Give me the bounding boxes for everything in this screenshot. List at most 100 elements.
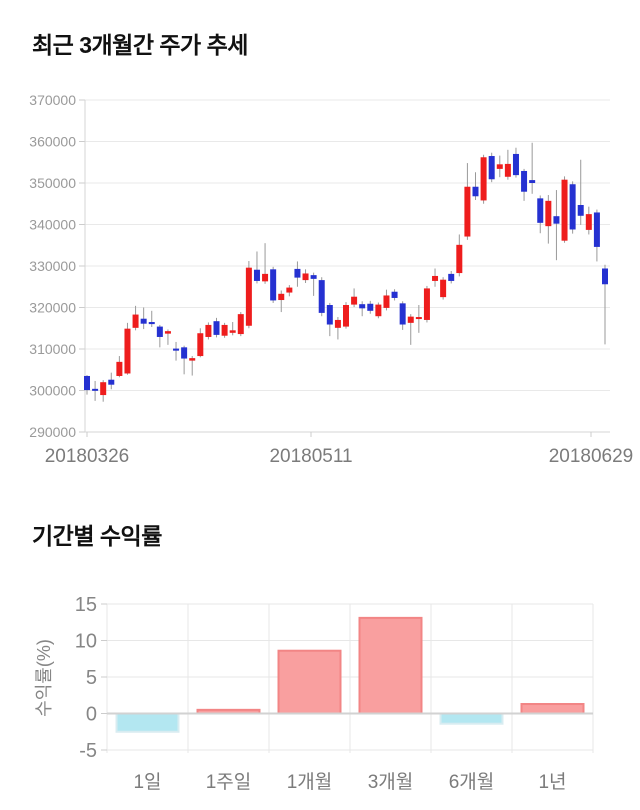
candlestick — [529, 142, 536, 194]
x-axis-category-label: 1년 — [538, 771, 566, 793]
candle-body — [512, 153, 519, 176]
candle-body — [480, 157, 487, 201]
x-axis-category-label: 1주일 — [206, 771, 252, 793]
y-axis-tick-label: 350000 — [29, 175, 76, 191]
y-axis-tick-label: 300000 — [29, 383, 76, 399]
y-axis-tick-label: 310000 — [29, 341, 76, 357]
candle-body — [253, 269, 260, 281]
candlestick — [229, 322, 236, 336]
candle-body — [286, 287, 293, 293]
candlestick — [488, 152, 495, 183]
y-axis-tick-label: 10 — [75, 631, 97, 653]
candlestick — [100, 380, 107, 402]
candlestick — [334, 317, 341, 340]
candle-body — [399, 303, 406, 325]
candle-body — [432, 275, 439, 281]
candle-body — [164, 331, 171, 334]
candlestick — [496, 155, 503, 178]
candlestick — [318, 277, 325, 317]
candlestick — [140, 307, 147, 330]
candle-body — [84, 375, 90, 391]
candlestick — [415, 305, 422, 333]
candlestick — [302, 269, 309, 284]
candlestick — [132, 305, 139, 331]
candlestick — [585, 206, 592, 235]
candle-body — [456, 244, 463, 274]
candle-body — [318, 280, 325, 313]
y-axis-tick-label: 330000 — [29, 258, 76, 274]
price-candlestick-chart: 370000 360000 350000 340000 330000 320000 3100… — [29, 92, 633, 467]
return-bar — [358, 616, 423, 715]
y-axis-tick-label: 340000 — [29, 217, 76, 233]
candles — [84, 142, 608, 402]
candlestick — [351, 288, 358, 308]
candlestick — [326, 302, 333, 337]
candlestick — [383, 289, 390, 311]
candlestick — [593, 209, 600, 262]
y-axis-tick-label: 290000 — [29, 424, 76, 440]
candlestick — [448, 270, 455, 284]
candlestick — [197, 328, 204, 358]
candle-body — [326, 305, 333, 325]
candle-body — [472, 186, 479, 197]
candlestick — [537, 195, 544, 234]
candlestick — [367, 300, 374, 314]
candle-body — [375, 304, 382, 317]
y-axis-tick-label: 15 — [75, 594, 97, 616]
candlestick — [124, 322, 131, 375]
candlestick — [472, 172, 479, 201]
candlestick — [156, 324, 163, 348]
candle-body — [496, 164, 503, 169]
candle-body — [553, 216, 560, 224]
y-axis-title: 수익률(%) — [34, 639, 54, 717]
candle-body — [310, 275, 317, 279]
candle-body — [92, 388, 99, 391]
candlestick — [213, 317, 220, 338]
return-bar — [115, 712, 180, 733]
candle-body — [351, 296, 358, 305]
candle-body — [585, 214, 592, 230]
candle-body — [156, 326, 163, 337]
candlestick — [262, 243, 269, 284]
candlestick — [189, 356, 196, 376]
candle-body — [140, 318, 147, 324]
y-axis-tick-label: 0 — [86, 704, 97, 726]
x-axis-category-label: 6개월 — [449, 771, 495, 793]
candle-body — [262, 273, 269, 282]
candle-body — [602, 268, 608, 285]
returns-grid: 15 10 5 0 -5 — [75, 594, 594, 762]
price-grid: 370000 360000 350000 340000 330000 320000 3100… — [29, 92, 610, 440]
candle-body — [229, 330, 236, 333]
candle-body — [108, 379, 115, 385]
candlestick — [399, 301, 406, 330]
candle-body — [504, 163, 511, 177]
candlestick — [545, 195, 552, 244]
candle-body — [124, 328, 131, 374]
return-bar — [520, 703, 585, 715]
price-trend-title: 최근 3개월간 주가 추세 — [32, 32, 248, 58]
candlestick — [602, 264, 608, 345]
candlestick — [432, 268, 439, 287]
candle-body — [407, 316, 414, 323]
candlestick — [480, 154, 487, 204]
candle-body — [245, 267, 252, 326]
candle-body — [569, 184, 576, 230]
candle-body — [132, 314, 139, 328]
candlestick — [569, 181, 576, 234]
candlestick — [310, 272, 317, 296]
candlestick — [181, 345, 188, 375]
candle-body — [537, 198, 544, 223]
candlestick — [294, 261, 301, 287]
candlestick — [359, 301, 366, 317]
candle-body — [278, 293, 285, 301]
candlestick — [148, 310, 155, 328]
candlestick — [108, 372, 115, 390]
candle-body — [294, 268, 301, 278]
candlestick — [92, 380, 99, 401]
candlestick — [440, 277, 447, 300]
candle-body — [302, 273, 309, 281]
candle-body — [213, 321, 220, 335]
x-axis-tick-label: 20180511 — [269, 446, 352, 467]
candlestick — [504, 149, 511, 180]
